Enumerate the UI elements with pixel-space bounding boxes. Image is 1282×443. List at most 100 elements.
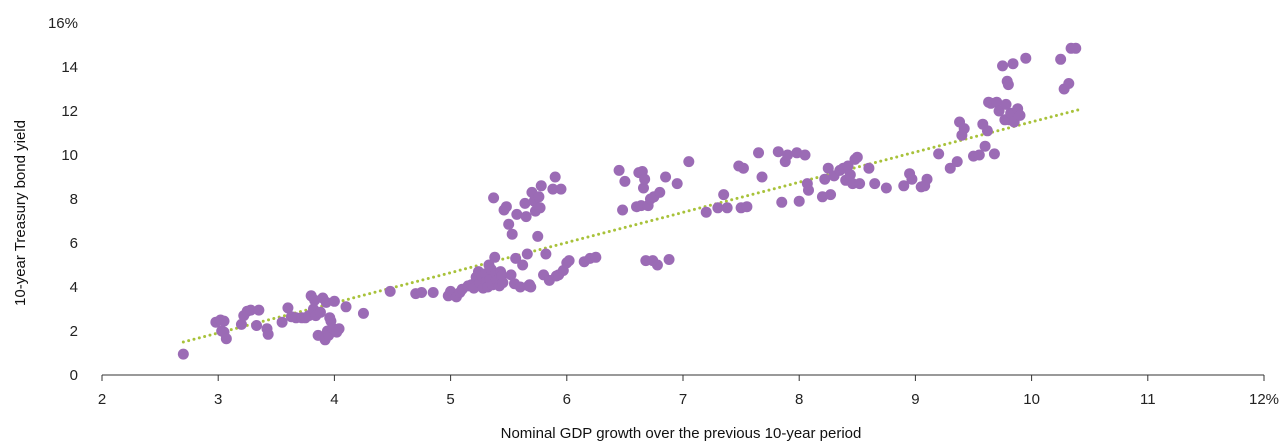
x-tick-label: 12% bbox=[1249, 391, 1279, 408]
data-point bbox=[617, 204, 629, 216]
data-point bbox=[220, 333, 232, 345]
data-point bbox=[844, 169, 856, 181]
data-point bbox=[880, 182, 892, 194]
data-point bbox=[533, 191, 545, 203]
data-point bbox=[993, 105, 1005, 117]
data-point bbox=[718, 189, 730, 201]
data-point bbox=[951, 156, 963, 168]
data-point bbox=[416, 287, 428, 298]
data-point bbox=[506, 228, 518, 240]
data-point bbox=[235, 318, 247, 330]
data-point bbox=[1070, 42, 1082, 54]
data-point bbox=[671, 178, 683, 190]
data-point bbox=[218, 315, 230, 327]
data-point bbox=[503, 218, 515, 230]
data-point bbox=[1020, 52, 1032, 64]
x-tick-label: 8 bbox=[795, 391, 803, 408]
data-point bbox=[333, 323, 345, 335]
data-point bbox=[619, 175, 631, 187]
data-point bbox=[683, 156, 695, 168]
y-tick-label: 0 bbox=[70, 367, 78, 384]
data-point bbox=[944, 162, 956, 174]
x-tick-label: 2 bbox=[98, 391, 106, 408]
data-point bbox=[660, 171, 672, 183]
x-tick-label: 4 bbox=[330, 391, 338, 408]
data-point bbox=[753, 147, 765, 159]
data-point bbox=[534, 202, 546, 214]
data-point bbox=[793, 195, 805, 207]
y-tick-label: 4 bbox=[70, 279, 78, 296]
data-point bbox=[822, 162, 834, 174]
data-point bbox=[549, 171, 561, 183]
y-ticks: 0 2 4 6 8 10 12 14 16% bbox=[48, 15, 78, 384]
y-tick-label: 2 bbox=[70, 323, 78, 340]
data-point bbox=[979, 140, 991, 152]
data-point bbox=[851, 151, 863, 163]
data-point bbox=[320, 296, 332, 308]
data-point bbox=[262, 328, 274, 340]
data-point bbox=[991, 96, 1003, 108]
x-ticks: 2 3 4 5 6 7 8 9 10 11 12% bbox=[98, 375, 1279, 408]
data-point bbox=[384, 285, 396, 297]
data-point bbox=[253, 304, 265, 316]
data-point bbox=[958, 123, 970, 135]
data-point bbox=[1000, 98, 1012, 110]
data-point bbox=[869, 178, 881, 190]
data-point bbox=[854, 178, 866, 190]
data-point bbox=[357, 307, 369, 319]
data-point bbox=[521, 248, 533, 260]
data-point bbox=[500, 201, 512, 213]
data-point bbox=[700, 206, 712, 218]
data-point bbox=[799, 149, 811, 161]
data-point bbox=[540, 248, 552, 260]
data-point bbox=[427, 287, 439, 298]
x-tick-label: 11 bbox=[1140, 391, 1156, 408]
data-point bbox=[276, 316, 288, 328]
y-tick-label: 10 bbox=[61, 147, 78, 164]
data-point bbox=[772, 146, 784, 158]
data-point bbox=[1014, 109, 1026, 121]
data-point bbox=[613, 164, 625, 176]
data-point bbox=[510, 252, 522, 264]
x-tick-label: 3 bbox=[214, 391, 222, 408]
data-point bbox=[663, 254, 675, 265]
data-point bbox=[782, 149, 794, 161]
y-tick-label: 16% bbox=[48, 15, 78, 32]
data-point bbox=[802, 184, 814, 196]
data-point bbox=[819, 173, 831, 185]
data-point bbox=[825, 189, 837, 201]
data-point bbox=[282, 302, 294, 314]
y-tick-label: 12 bbox=[61, 103, 78, 120]
y-tick-label: 14 bbox=[61, 59, 78, 76]
data-point bbox=[514, 281, 526, 293]
data-point bbox=[520, 211, 532, 223]
data-point bbox=[906, 173, 918, 185]
data-point bbox=[563, 255, 575, 267]
data-point bbox=[921, 173, 933, 185]
data-point bbox=[654, 186, 666, 198]
data-point bbox=[497, 277, 509, 289]
data-point bbox=[997, 60, 1009, 72]
data-point bbox=[639, 173, 651, 185]
data-point bbox=[756, 171, 768, 183]
data-point bbox=[712, 202, 724, 214]
data-point bbox=[245, 304, 257, 316]
data-point bbox=[933, 148, 945, 160]
data-points-layer bbox=[177, 42, 1082, 360]
x-axis-title: Nominal GDP growth over the previous 10-… bbox=[501, 425, 862, 442]
data-point bbox=[776, 196, 788, 208]
data-point bbox=[517, 259, 529, 271]
data-point bbox=[637, 182, 649, 194]
data-point bbox=[863, 162, 875, 174]
data-point bbox=[535, 180, 547, 192]
data-point bbox=[1002, 79, 1014, 91]
x-tick-label: 9 bbox=[911, 391, 919, 408]
data-point bbox=[314, 306, 326, 318]
y-tick-label: 6 bbox=[70, 235, 78, 252]
data-point bbox=[842, 160, 854, 172]
y-tick-label: 8 bbox=[70, 191, 78, 208]
data-point bbox=[741, 201, 753, 213]
data-point bbox=[988, 148, 1000, 160]
data-point bbox=[177, 348, 189, 360]
